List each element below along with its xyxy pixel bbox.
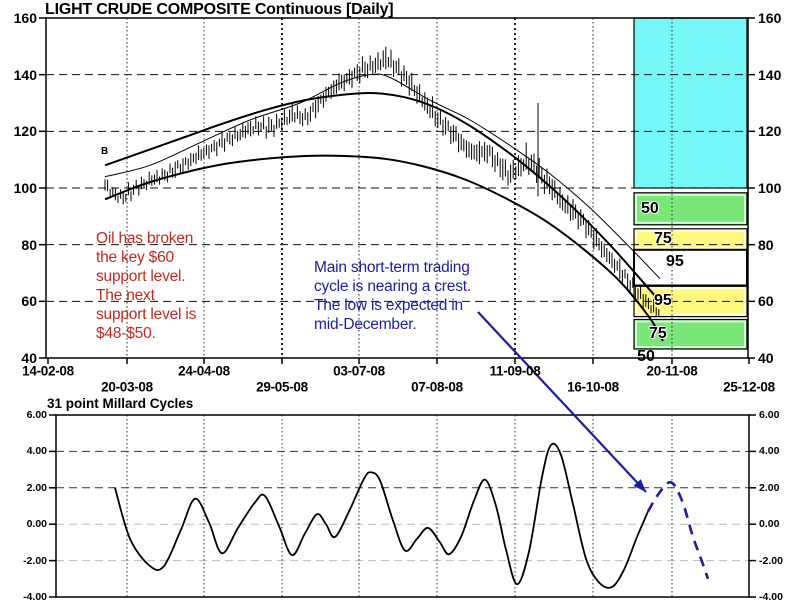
cycles-projection-dashed — [646, 480, 710, 580]
main-y-label-left: 160 — [13, 10, 37, 26]
annotation-line: the key $60 — [96, 249, 174, 266]
cycles-y-label-left: -4.00 — [23, 591, 47, 600]
red-annotation: Oil has broken the key $60 support level. T… — [96, 229, 196, 343]
annotation-line: cycle is nearing a crest. — [314, 278, 471, 295]
x-axis-date-label: 25-12-08 — [723, 379, 775, 395]
zone-label-75: 75 — [654, 230, 672, 248]
zone-label-75: 75 — [649, 325, 667, 343]
main-y-label-right: 100 — [758, 180, 782, 196]
annotation-line: The low is expected in — [314, 297, 463, 314]
x-axis-date-label: 14-02-08 — [22, 363, 74, 379]
cycles-y-label-right: 6.00 — [759, 409, 780, 421]
main-y-label-right: 40 — [758, 350, 774, 366]
main-y-label-left: 100 — [13, 180, 37, 196]
annotation-arrow-line — [477, 311, 647, 493]
cycles-y-label-right: 4.00 — [759, 445, 780, 458]
cycles-y-label-right: 2.00 — [759, 481, 780, 494]
cycles-y-label-right: -2.00 — [759, 554, 783, 567]
cycles-y-label-left: -2.00 — [23, 554, 47, 567]
x-axis-date-label: 29-05-08 — [256, 379, 308, 395]
cycles-y-label-right: 0.00 — [759, 518, 780, 531]
probability-zone — [633, 192, 748, 226]
zone-inner-bevel — [635, 229, 746, 249]
main-y-label-left: 60 — [21, 293, 37, 310]
x-axis-date-label: 03-07-08 — [333, 363, 385, 379]
cycles-y-label-left: 6.00 — [26, 409, 47, 421]
annotation-line: support level. — [96, 268, 186, 285]
probability-zone — [633, 318, 748, 350]
main-y-label-right: 120 — [758, 123, 782, 140]
main-y-label-right: 140 — [758, 66, 782, 83]
ma-curve-highs_line — [104, 73, 661, 280]
annotation-arrow-head — [633, 479, 646, 492]
annotation-line: $48-$50. — [96, 325, 156, 342]
annotation-line: Main short-term trading — [314, 259, 470, 276]
annotation-line: The next — [96, 287, 155, 304]
annotation-line: Oil has broken — [96, 230, 194, 247]
annotation-line: mid-December. — [314, 316, 417, 333]
cycles-y-label-right: -4.00 — [759, 591, 783, 600]
main-y-label-left: 140 — [13, 66, 37, 83]
zone-label-95: 95 — [666, 252, 684, 270]
main-y-label-left: 80 — [21, 236, 37, 253]
probability-zone — [633, 248, 748, 287]
zone-label-95: 95 — [654, 292, 672, 310]
zone-inner-bevel — [635, 320, 746, 348]
x-axis-date-label: 07-08-08 — [411, 379, 463, 395]
main-y-label-left: 120 — [13, 123, 37, 140]
main-y-label-left: 40 — [21, 350, 37, 366]
ma-curve-lower_dome — [104, 154, 664, 342]
cycles-y-label-left: 4.00 — [26, 445, 47, 458]
x-axis-date-label: 20-03-08 — [101, 379, 153, 395]
main-y-label-right: 160 — [758, 10, 782, 26]
main-chart-title: LIGHT CRUDE COMPOSITE Continuous [Daily] — [45, 1, 394, 18]
x-axis-date-label: 16-10-08 — [567, 379, 619, 395]
main-y-label-right: 60 — [758, 293, 774, 310]
chart-marker-b: B — [101, 146, 109, 157]
price-bars — [104, 46, 660, 318]
cycles-panel-title: 31 point Millard Cycles — [47, 396, 194, 411]
zone-label-bottom-50: 50 — [637, 348, 655, 365]
probability-zone — [633, 17, 748, 189]
x-axis-date-label: 20-11-08 — [646, 363, 698, 379]
main-y-label-right: 80 — [758, 236, 774, 253]
x-axis-date-label: 24-04-08 — [178, 363, 230, 379]
blue-annotation: Main short-term trading cycle is nearing … — [314, 258, 471, 334]
cycles-y-label-left: 0.00 — [26, 518, 47, 531]
x-axis-date-label: 11-09-08 — [489, 363, 541, 379]
zone-inner-bevel — [635, 193, 746, 224]
zone-label-50: 50 — [641, 199, 659, 217]
cycles-y-label-left: 2.00 — [26, 481, 47, 494]
probability-zone — [633, 228, 748, 251]
cycles-wave — [114, 442, 649, 589]
cycles-plot-border — [55, 414, 750, 598]
annotation-line: support level is — [96, 306, 197, 323]
